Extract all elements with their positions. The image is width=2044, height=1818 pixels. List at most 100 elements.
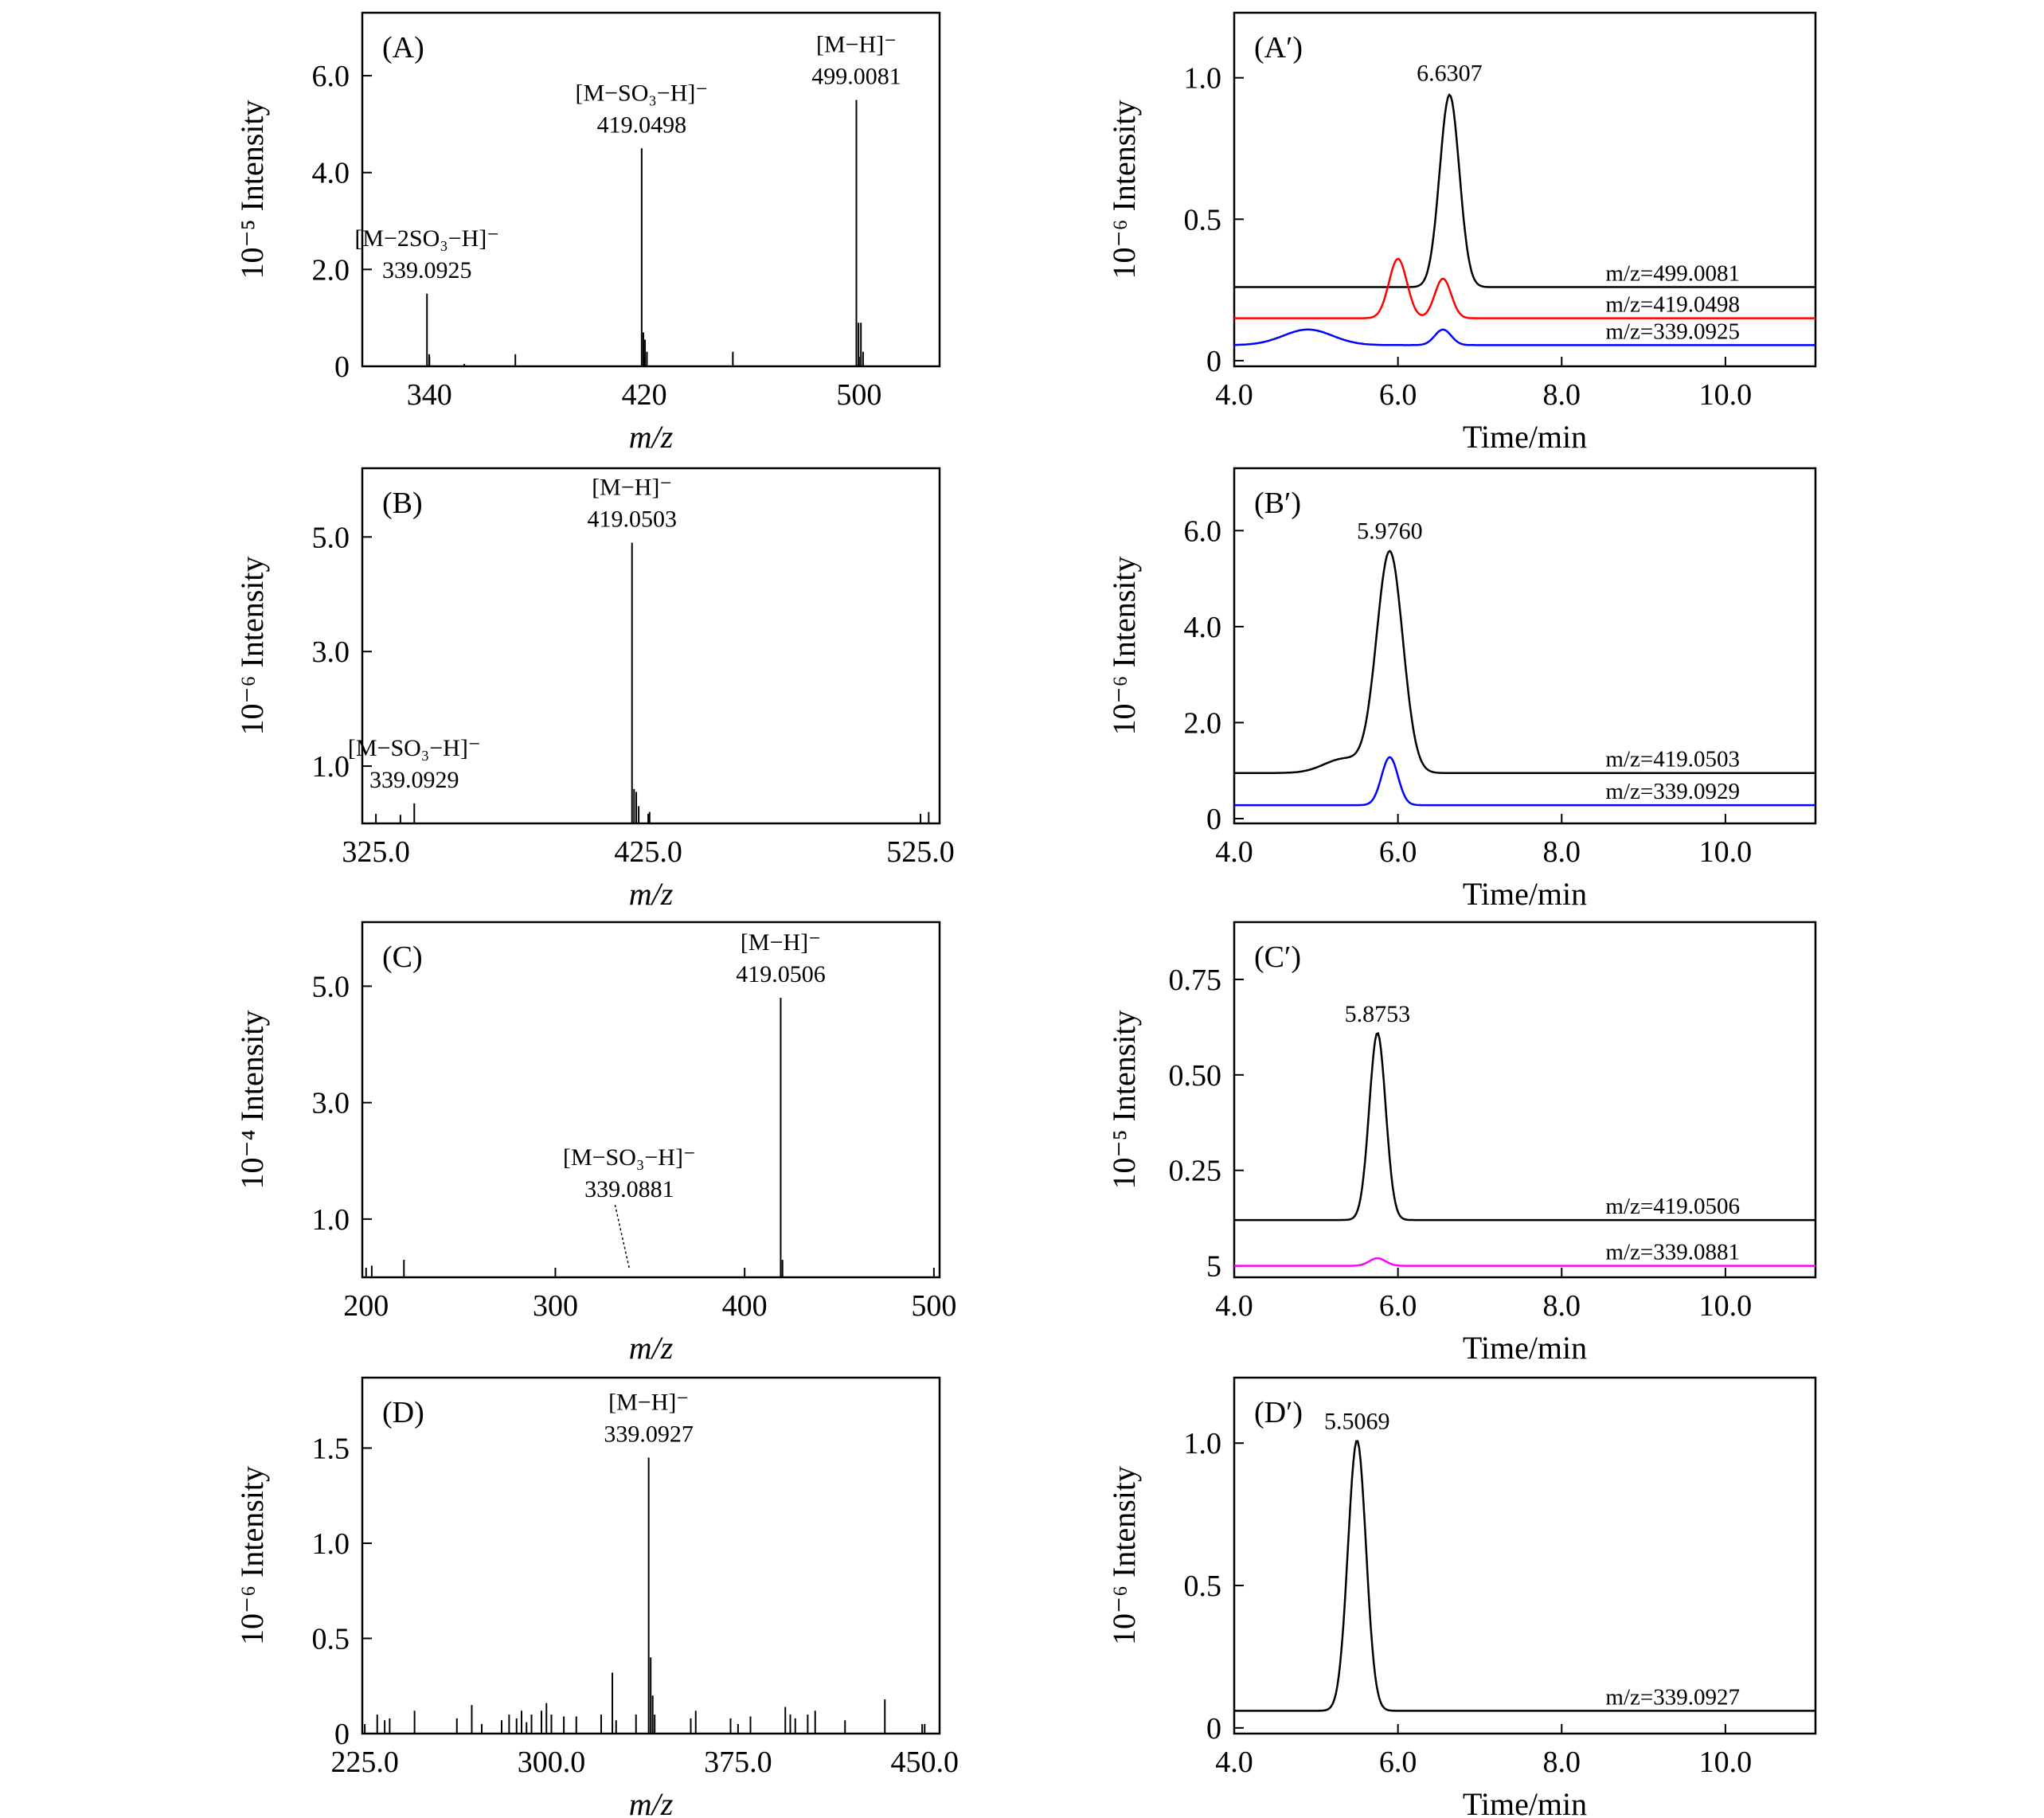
- x-axis-title: m/z: [629, 419, 674, 455]
- trace-black: [1234, 549, 1815, 774]
- x-tick-label: 8.0: [1543, 1746, 1581, 1779]
- trace-label: m/z=339.0881: [1605, 1240, 1740, 1265]
- x-tick-label: 4.0: [1215, 835, 1253, 869]
- annotation-mz: 339.0881: [584, 1176, 674, 1202]
- x-tick-label: 200: [343, 1289, 389, 1323]
- x-axis-title: m/z: [629, 876, 674, 912]
- annotation-mz: 419.0498: [597, 111, 687, 138]
- trace-black: [1234, 93, 1815, 288]
- panel-d2: 4.0 6.0 8.0 10.0 0 0.5 1.0 Time/min 10⁻⁶ Intensi…: [1106, 1376, 1817, 1818]
- y-tick-label: 0: [334, 350, 350, 384]
- x-tick-label: 6.0: [1379, 1746, 1417, 1779]
- y-tick-label: 6.0: [1184, 514, 1222, 548]
- y-axis-title: 10⁻⁶ Intensity: [1106, 556, 1142, 735]
- x-axis-title: m/z: [629, 1330, 674, 1366]
- peak-label: 5.5069: [1324, 1409, 1390, 1435]
- annotation-ion: [M−H]⁻: [741, 929, 821, 956]
- y-tick-label: 0.75: [1169, 964, 1222, 997]
- x-tick-label: 4.0: [1215, 1289, 1253, 1323]
- y-axis-title: 10⁻⁶ Intensity: [1106, 1466, 1142, 1645]
- x-tick-label: 6.0: [1379, 835, 1417, 869]
- trace-black: [1234, 1440, 1815, 1712]
- trace-label: m/z=499.0081: [1605, 261, 1740, 287]
- peak-label: 6.6307: [1417, 60, 1483, 86]
- y-tick-label: 5.0: [312, 970, 350, 1003]
- annotation-mz: 339.0929: [369, 767, 459, 793]
- x-tick-label: 525.0: [886, 835, 955, 869]
- panel-b: 325.0 425.0 525.0 1.0 3.0 5.0 m/z 10⁻⁶ Intensit…: [234, 467, 955, 912]
- annotation-ion: [M−SO₃−H]⁻: [575, 80, 708, 106]
- plot-frame: [1233, 467, 1817, 825]
- annotation-mz: 339.0925: [382, 257, 472, 283]
- x-tick-label: 425.0: [614, 835, 682, 869]
- panel-label: (C′): [1254, 940, 1301, 974]
- trace-red: [1234, 257, 1815, 319]
- y-tick-label: 1.0: [312, 750, 350, 784]
- panel-label: (B): [382, 487, 423, 520]
- panel-c: 200 300 400 500 1.0 3.0 5.0 m/z 10⁻⁴ Intensity (C…: [234, 921, 956, 1366]
- y-axis-title: 10⁻⁶ Intensity: [234, 1466, 270, 1645]
- y-tick-label: 0: [334, 1718, 350, 1751]
- plot-frame: [1233, 11, 1817, 368]
- trace-blue: [1234, 328, 1815, 346]
- x-tick-label: 6.0: [1379, 1289, 1417, 1323]
- y-tick-label: 5.0: [312, 521, 350, 554]
- x-tick-label: 450.0: [891, 1746, 959, 1779]
- plot-frame: [361, 467, 941, 825]
- y-axis-title: 10⁻⁶ Intensity: [234, 556, 270, 735]
- x-tick-label: 8.0: [1543, 1289, 1581, 1323]
- y-tick-label: 1.5: [312, 1432, 350, 1465]
- plot-frame: [361, 11, 941, 368]
- y-tick-label: 2.0: [1184, 706, 1222, 740]
- annotation-ion: [M−SO₃−H]⁻: [563, 1144, 696, 1171]
- annotation-mz: 499.0081: [811, 63, 901, 89]
- y-axis-title: 10⁻⁵ Intensity: [234, 100, 270, 279]
- x-axis-title: Time/min: [1463, 419, 1587, 455]
- annotation-ion: [M−H]⁻: [592, 475, 672, 501]
- panel-label: (A′): [1254, 31, 1303, 65]
- trace-label: m/z=419.0498: [1605, 292, 1740, 318]
- x-axis-title: Time/min: [1463, 1786, 1587, 1818]
- panel-label: (D′): [1254, 1396, 1303, 1429]
- annotation-ion: [M−H]⁻: [816, 31, 897, 57]
- peak-label: 5.9760: [1357, 518, 1423, 544]
- x-axis-title: m/z: [629, 1786, 674, 1818]
- y-tick-label: 1.0: [312, 1203, 350, 1237]
- x-tick-label: 375.0: [704, 1746, 772, 1779]
- x-axis-title: Time/min: [1463, 1330, 1587, 1366]
- y-tick-label: 0.5: [312, 1622, 350, 1656]
- trace-label: m/z=419.0506: [1605, 1194, 1740, 1219]
- y-tick-label: 3.0: [312, 635, 350, 669]
- annotation-mz: 419.0503: [587, 506, 677, 533]
- y-tick-label: 0: [1206, 345, 1221, 378]
- x-tick-label: 500: [911, 1289, 956, 1323]
- x-tick-label: 10.0: [1699, 1289, 1753, 1323]
- annotation-mz: 339.0927: [604, 1421, 694, 1447]
- x-tick-label: 8.0: [1543, 378, 1581, 412]
- y-tick-label: 0.5: [1184, 1570, 1222, 1603]
- y-tick-label: 1.0: [1184, 62, 1222, 96]
- panel-d: 225.0 300.0 375.0 450.0 0 0.5 1.0 1.5 m/z 10⁻⁶ In…: [234, 1376, 959, 1818]
- panel-b2: 4.0 6.0 8.0 10.0 0 2.0 4.0 6.0 Time/min 10⁻⁶ Inte…: [1106, 467, 1817, 912]
- x-tick-label: 340: [407, 378, 452, 412]
- y-tick-label: 0.50: [1169, 1059, 1222, 1093]
- panel-label: (C): [382, 940, 423, 974]
- panel-label: (D): [382, 1396, 424, 1429]
- y-tick-label: 4.0: [312, 157, 350, 190]
- trace-blue: [1234, 756, 1815, 807]
- y-tick-label: 0: [1206, 803, 1221, 836]
- y-tick-label: 4.0: [1184, 611, 1222, 644]
- y-axis-title: 10⁻⁶ Intensity: [1106, 100, 1142, 279]
- x-tick-label: 8.0: [1543, 835, 1581, 869]
- y-tick-label: 6.0: [312, 60, 350, 93]
- x-axis-title: Time/min: [1463, 876, 1587, 912]
- trace-label: m/z=419.0503: [1605, 747, 1740, 772]
- x-tick-label: 325.0: [342, 835, 410, 869]
- plot-frame: [361, 921, 941, 1279]
- x-tick-label: 300: [533, 1289, 578, 1323]
- y-tick-label: 0.25: [1169, 1155, 1222, 1188]
- y-tick-label: 3.0: [312, 1087, 350, 1120]
- y-tick-label: 5: [1206, 1250, 1221, 1284]
- panel-c2: 4.0 6.0 8.0 10.0 5 0.25 0.50 0.75 Time/min 10⁻⁵ I…: [1106, 921, 1817, 1366]
- y-tick-label: 1.0: [1184, 1427, 1222, 1460]
